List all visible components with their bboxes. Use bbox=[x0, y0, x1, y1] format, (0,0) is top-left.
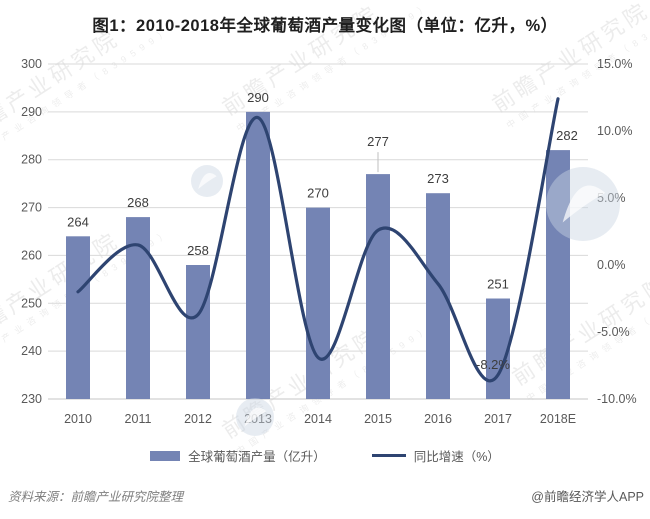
bar-value-label: 270 bbox=[307, 186, 329, 201]
bar-2012 bbox=[186, 265, 210, 399]
x-axis-label: 2018E bbox=[540, 412, 576, 426]
right-axis-tick: -5.0% bbox=[597, 325, 630, 339]
watermark-logo-swoosh-icon bbox=[562, 185, 606, 223]
bar-value-label: 277 bbox=[367, 134, 389, 149]
bar-2015 bbox=[366, 174, 390, 399]
bar-2011 bbox=[126, 217, 150, 399]
legend-item-growth: 同比增速（%） bbox=[371, 446, 500, 465]
credit-note: @前瞻经济学人APP bbox=[531, 490, 644, 504]
bar-value-label: 251 bbox=[487, 277, 509, 292]
legend-item-production: 全球葡萄酒产量（亿升） bbox=[150, 446, 326, 465]
bar-2010 bbox=[66, 236, 90, 399]
legend-line-label: 同比增速（%） bbox=[413, 450, 500, 464]
right-axis-tick: 5.0% bbox=[597, 191, 626, 205]
left-axis-tick: 290 bbox=[21, 105, 42, 119]
left-axis-tick: 260 bbox=[21, 248, 42, 262]
bar-2013 bbox=[246, 111, 270, 400]
left-axis-tick: 280 bbox=[21, 153, 42, 167]
legend-line-swatch bbox=[371, 454, 406, 457]
bar-value-label: 264 bbox=[67, 214, 89, 229]
left-axis-tick: 250 bbox=[21, 296, 42, 310]
watermark-logo-swoosh-icon bbox=[244, 407, 267, 427]
bar-2018E bbox=[546, 150, 570, 399]
x-axis-label: 2016 bbox=[424, 412, 452, 426]
chart-legend: 全球葡萄酒产量（亿升） 同比增速（%） bbox=[0, 446, 650, 465]
x-axis-label: 2010 bbox=[64, 412, 92, 426]
right-axis-tick: 0.0% bbox=[597, 258, 626, 272]
legend-bar-swatch bbox=[150, 450, 181, 461]
right-axis-tick: -10.0% bbox=[597, 392, 637, 406]
watermark-logo-swoosh-icon bbox=[198, 172, 217, 189]
bar-2014 bbox=[306, 207, 330, 399]
left-axis-tick: 270 bbox=[21, 201, 42, 215]
x-axis-label: 2015 bbox=[364, 412, 392, 426]
x-axis-label: 2017 bbox=[484, 412, 512, 426]
source-note: 资料来源：前瞻产业研究院整理 bbox=[8, 490, 184, 504]
bar-value-label: 268 bbox=[127, 195, 149, 210]
chart-title: 图1：2010-2018年全球葡萄酒产量变化图（单位：亿升，%） bbox=[92, 17, 558, 35]
right-axis-tick: 15.0% bbox=[597, 57, 632, 71]
x-axis-label: 2012 bbox=[184, 412, 212, 426]
bar-value-label: 282 bbox=[556, 128, 578, 143]
growth-line bbox=[76, 97, 560, 383]
left-axis-tick: 230 bbox=[21, 392, 42, 406]
line-value-annotation: -8.2% bbox=[476, 357, 510, 372]
bar-2017 bbox=[486, 298, 510, 399]
bar-value-label: 273 bbox=[427, 171, 449, 186]
left-axis-tick: 300 bbox=[21, 57, 42, 71]
left-axis-tick: 240 bbox=[21, 344, 42, 358]
x-axis-label: 2014 bbox=[304, 412, 332, 426]
bar-value-label: 258 bbox=[187, 243, 209, 258]
legend-bar-label: 全球葡萄酒产量（亿升） bbox=[188, 450, 326, 464]
bar-value-label: 290 bbox=[247, 90, 269, 105]
x-axis-label: 2011 bbox=[125, 412, 152, 426]
right-axis-tick: 10.0% bbox=[597, 124, 632, 138]
